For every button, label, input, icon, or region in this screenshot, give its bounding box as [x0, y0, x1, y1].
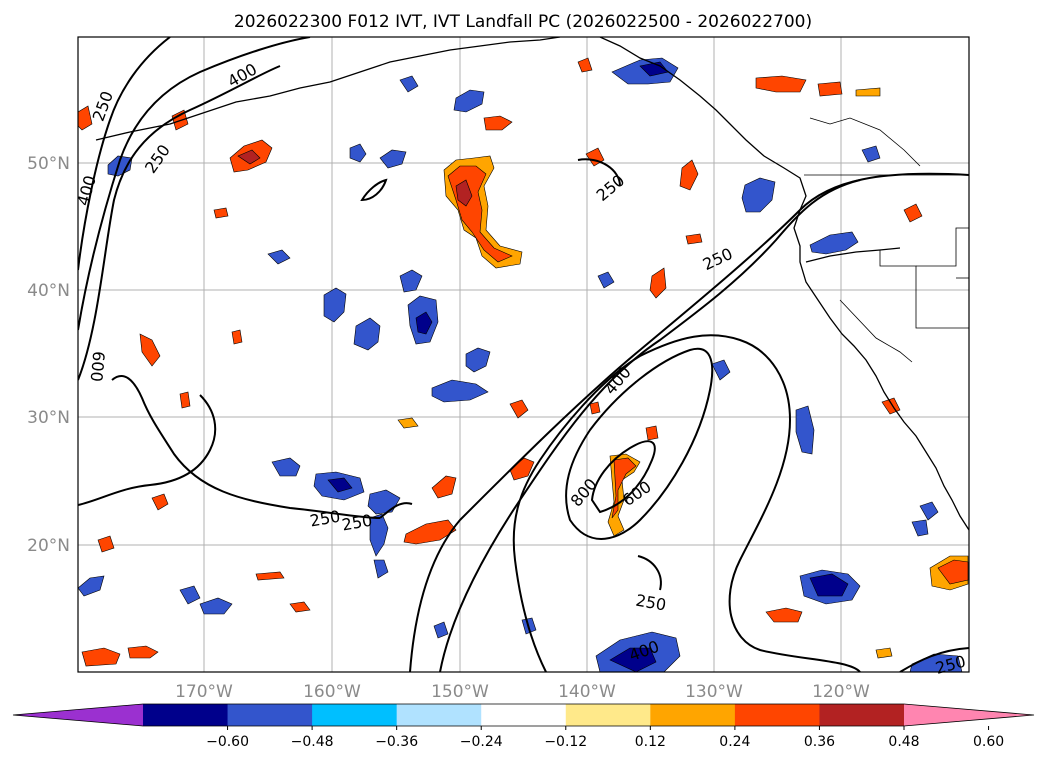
lon-tick-label: 170°W — [175, 682, 233, 702]
ivt-contours — [78, 37, 969, 672]
colorbar-extension-min — [13, 704, 143, 726]
lat-tick-label: 50°N — [27, 154, 70, 174]
contour-label: 600 — [87, 350, 109, 382]
lat-tick-label: 20°N — [27, 536, 70, 556]
colorbar-tick-label: 0.12 — [635, 734, 666, 750]
lat-tick-label: 30°N — [27, 408, 70, 428]
colorbar-segment — [481, 704, 567, 726]
latitude-tick-labels: 50°N 40°N 30°N 20°N — [27, 154, 70, 556]
colorbar-tick-label: 0.60 — [973, 734, 1004, 750]
colorbar-segment — [396, 704, 482, 726]
lon-tick-label: 120°W — [812, 682, 870, 702]
negative-anomaly-blobs — [78, 57, 963, 672]
lon-tick-label: 140°W — [558, 682, 616, 702]
figure-title: 2026022300 F012 IVT, IVT Landfall PC (20… — [234, 12, 812, 32]
colorbar-outline — [12, 703, 1035, 727]
colorbar: −0.60 −0.48 −0.36 −0.24 −0.12 0.12 0.24 0.36 0.4… — [12, 703, 1035, 750]
colorbar-segment — [565, 704, 651, 726]
lon-tick-label: 160°W — [303, 682, 361, 702]
lon-tick-label: 150°W — [431, 682, 489, 702]
colorbar-tick-label: −0.60 — [206, 734, 249, 750]
colorbar-tick-label: −0.36 — [375, 734, 418, 750]
longitude-tick-labels: 170°W 160°W 150°W 140°W 130°W 120°W — [175, 682, 870, 702]
colorbar-segment — [227, 704, 313, 726]
lat-tick-label: 40°N — [27, 281, 70, 301]
colorbar-tick-label: −0.48 — [291, 734, 334, 750]
colorbar-extension-max — [904, 704, 1034, 726]
colorbar-tick-label: 0.24 — [719, 734, 750, 750]
coastlines — [95, 37, 969, 531]
graticule — [78, 37, 969, 672]
lon-tick-label: 130°W — [685, 682, 743, 702]
colorbar-tick-label: 0.48 — [888, 734, 919, 750]
colorbar-segment — [143, 704, 229, 726]
colorbar-tick-label: −0.12 — [544, 734, 587, 750]
colorbar-segment — [734, 704, 820, 726]
positive-anomaly-blobs — [78, 57, 969, 667]
colorbar-tick-label: 0.36 — [804, 734, 835, 750]
colorbar-segment — [650, 704, 736, 726]
colorbar-segment — [312, 704, 398, 726]
colorbar-segment — [819, 704, 905, 726]
colorbar-tick-label: −0.24 — [460, 734, 503, 750]
map-panel: 250 400 250 400 600 250 400 800 600 250 … — [74, 36, 970, 678]
